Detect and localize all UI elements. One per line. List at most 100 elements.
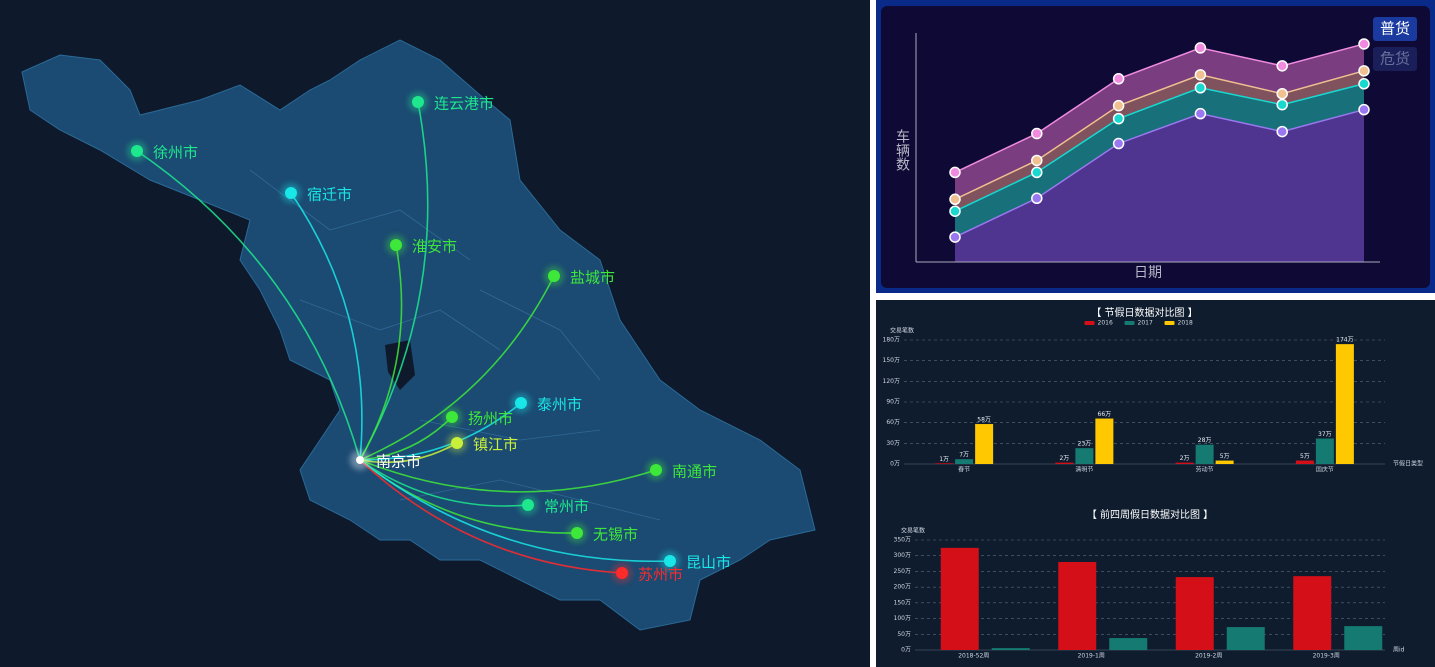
data-point: [1031, 127, 1043, 140]
y-tick-label: 100万: [894, 615, 911, 622]
y-tick-label: 50万: [897, 631, 911, 638]
city-dot: [522, 499, 534, 511]
legend-label: 2017: [1138, 320, 1153, 327]
flow-line: [136, 150, 361, 461]
city-label: 昆山市: [686, 554, 731, 572]
city-label: 徐州市: [153, 144, 198, 162]
flow-line: [359, 442, 458, 464]
data-point: [1276, 125, 1288, 138]
flow-line: [359, 275, 555, 461]
data-point: [1112, 73, 1125, 85]
data-label: 66万: [1098, 411, 1112, 418]
y-tick-label: 250万: [894, 568, 911, 575]
bar: [1095, 418, 1114, 464]
data-point: [949, 205, 961, 217]
x-tick-label: 2019-3周: [1313, 653, 1340, 660]
data-point: [1276, 60, 1288, 72]
bar: [935, 463, 954, 464]
city-dot: [412, 96, 424, 108]
data-label: 5万: [1300, 453, 1310, 460]
city-label: 镇江市: [473, 436, 518, 454]
legend-label: 危货: [1380, 50, 1410, 68]
data-point: [1194, 69, 1207, 81]
area-line: [954, 108, 1365, 238]
y-tick-label: 350万: [894, 537, 911, 544]
y-tick-label: 0万: [890, 461, 900, 468]
city-dot: [285, 187, 297, 199]
city-dot: [451, 437, 463, 449]
flow-line: [359, 459, 657, 493]
data-label: 2万: [1059, 455, 1069, 462]
data-label: 23万: [1078, 441, 1092, 448]
bar: [1226, 627, 1265, 650]
city-label: 扬州市: [468, 410, 513, 428]
bar: [1109, 638, 1148, 650]
legend-swatch: [1164, 321, 1175, 325]
city-label: 盐城市: [570, 269, 615, 287]
city-dot: [515, 397, 527, 409]
legend-swatch: [1084, 321, 1095, 325]
bar: [1055, 462, 1074, 464]
city-label: 南京市: [376, 453, 421, 471]
flow-line: [359, 459, 529, 507]
y-tick-label: 180万: [883, 337, 900, 344]
bar: [1195, 444, 1214, 464]
x-tick-label: 劳动节: [1196, 466, 1214, 474]
city-dot: [664, 555, 676, 567]
data-point: [1276, 98, 1288, 111]
data-point: [1194, 82, 1207, 94]
bar: [1075, 448, 1094, 464]
legend-swatch: [1124, 321, 1135, 325]
y-tick-label: 150万: [883, 357, 900, 364]
data-label: 5万: [1220, 453, 1230, 460]
city-dot: [548, 270, 560, 282]
data-label: 1万: [939, 456, 949, 463]
data-point: [1112, 99, 1125, 112]
data-point: [949, 193, 961, 206]
bar: [1295, 460, 1314, 464]
data-point: [1112, 137, 1125, 150]
city-label: 南通市: [672, 463, 717, 481]
bar: [1335, 344, 1354, 464]
bar: [955, 459, 974, 464]
data-point: [1358, 78, 1370, 90]
city-dot: [446, 411, 458, 423]
data-point: [1358, 38, 1370, 50]
area-line: [954, 83, 1365, 212]
data-point: [1194, 42, 1207, 54]
data-point: [1358, 65, 1370, 77]
bar: [991, 648, 1030, 650]
data-label: 37万: [1318, 431, 1332, 438]
flow-line: [359, 416, 453, 461]
flow-line: [359, 402, 522, 461]
city-label: 连云港市: [434, 95, 494, 113]
x-tick-label: 清明节: [1075, 466, 1093, 474]
bar: [1175, 462, 1194, 464]
x-axis-label: 周id: [1393, 647, 1405, 654]
x-axis-label: 节假日类型: [1393, 460, 1423, 468]
area-line: [954, 43, 1365, 174]
city-dot: [571, 527, 583, 539]
bar: [975, 424, 994, 464]
legend-button[interactable]: [1373, 47, 1417, 71]
x-axis-label: 日期: [1134, 265, 1162, 281]
legend-button[interactable]: [1373, 17, 1417, 41]
data-point: [1358, 103, 1370, 116]
province-shape: [21, 39, 816, 631]
bar: [940, 547, 979, 650]
data-label: 58万: [977, 417, 991, 424]
city-label: 苏州市: [638, 566, 683, 584]
chart-title: 【 节假日数据对比图 】: [1091, 306, 1197, 319]
chart-title: 【 前四周假日数据对比图 】: [1087, 508, 1213, 521]
x-tick-label: 春节: [958, 466, 970, 474]
flow-line: [359, 459, 623, 574]
y-tick-label: 150万: [894, 599, 911, 606]
x-tick-label: 国庆节: [1316, 466, 1334, 474]
city-dot: [616, 567, 628, 579]
x-tick-label: 2019-2周: [1195, 653, 1222, 660]
data-point: [949, 231, 961, 243]
bar: [1315, 438, 1334, 464]
flow-line: [359, 101, 429, 461]
